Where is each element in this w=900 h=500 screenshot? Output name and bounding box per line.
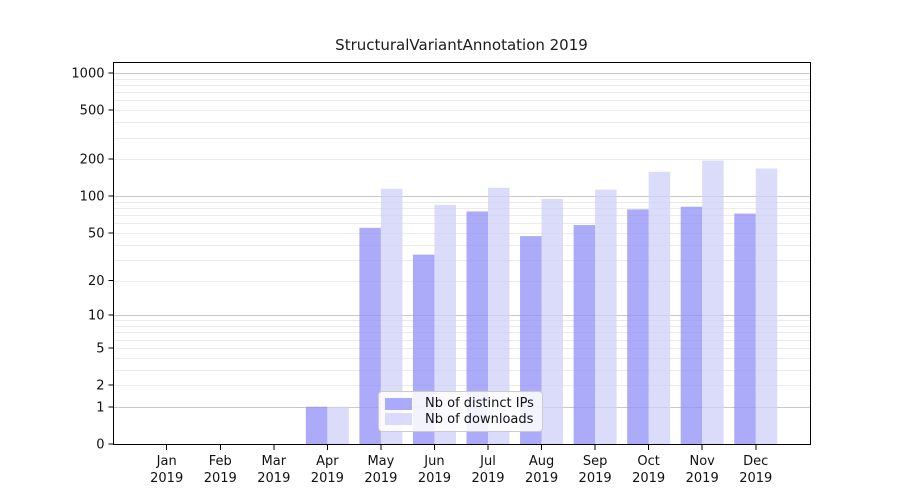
plot-frame bbox=[113, 62, 811, 445]
y-tick-label: 100 bbox=[80, 190, 105, 205]
legend-swatch-downloads bbox=[385, 413, 412, 426]
series-downloads bbox=[327, 160, 778, 445]
y-axis: 0 1 2 5 10 20 50 100 200 500 1000 bbox=[71, 66, 114, 453]
y-tick-label: 20 bbox=[88, 274, 105, 289]
legend-entry-downloads: Nb of downloads bbox=[385, 412, 534, 427]
bar bbox=[359, 227, 381, 444]
x-tick-label: Mar 2019 bbox=[257, 454, 290, 486]
legend-entry-distinct-ips: Nb of distinct IPs bbox=[385, 396, 534, 411]
bar bbox=[648, 171, 671, 444]
x-tick-label: Sep 2019 bbox=[579, 454, 612, 486]
bar bbox=[541, 198, 564, 444]
bar bbox=[327, 406, 349, 444]
x-tick-label: Feb 2019 bbox=[204, 454, 237, 486]
y-tick-label: 50 bbox=[88, 226, 105, 241]
bar bbox=[466, 211, 488, 444]
bar bbox=[680, 206, 703, 444]
bar bbox=[755, 168, 778, 445]
x-tick-label: Nov 2019 bbox=[686, 454, 719, 486]
x-tick-label: Aug 2019 bbox=[525, 454, 558, 486]
bar bbox=[488, 187, 510, 445]
bar bbox=[702, 160, 724, 444]
bar bbox=[305, 406, 328, 444]
bar bbox=[573, 225, 596, 444]
legend-label-distinct-ips: Nb of distinct IPs bbox=[425, 396, 534, 412]
x-axis: Jan 2019 Feb 2019 Mar 2019 Apr 2019 May 2019 Jun 20… bbox=[150, 445, 772, 486]
y-tick-label: 500 bbox=[80, 104, 105, 119]
x-tick-label: Dec 2019 bbox=[739, 454, 772, 486]
bar bbox=[380, 188, 403, 444]
chart-title: StructuralVariantAnnotation 2019 bbox=[335, 36, 588, 54]
x-tick-label: Oct 2019 bbox=[632, 454, 665, 486]
bar bbox=[434, 204, 456, 444]
y-tick-label: 1 bbox=[96, 400, 104, 415]
legend-swatch-distinct-ips bbox=[385, 397, 412, 410]
x-tick-label: Apr 2019 bbox=[311, 454, 344, 486]
y-tick-label: 10 bbox=[88, 309, 105, 324]
y-tick-label: 2 bbox=[96, 379, 104, 394]
y-tick-label: 1000 bbox=[71, 66, 104, 81]
y-tick-label: 5 bbox=[96, 341, 104, 356]
x-tick-label: Jul 2019 bbox=[471, 454, 504, 486]
x-tick-label: Jan 2019 bbox=[150, 454, 183, 486]
x-tick-label: May 2019 bbox=[364, 454, 397, 486]
legend: Nb of distinct IPs Nb of downloads bbox=[378, 391, 543, 432]
bar bbox=[627, 209, 649, 444]
bar bbox=[734, 213, 756, 444]
bar bbox=[595, 189, 617, 444]
legend-label-downloads: Nb of downloads bbox=[425, 411, 534, 427]
y-tick-label: 200 bbox=[80, 153, 105, 168]
y-tick-label: 0 bbox=[96, 438, 104, 453]
x-tick-label: Jun 2019 bbox=[418, 454, 451, 486]
